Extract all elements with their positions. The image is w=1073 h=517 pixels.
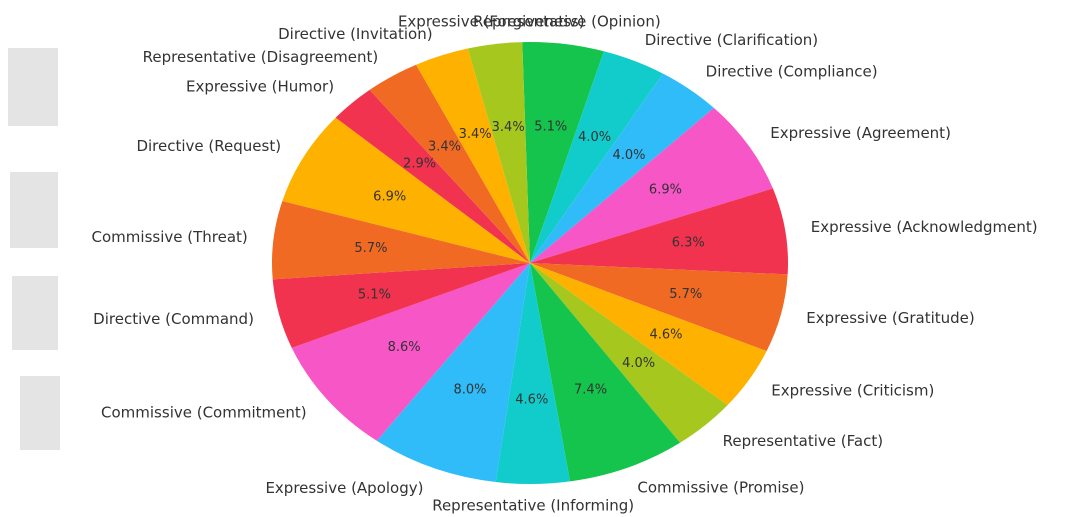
slice-label: Expressive (Humor) [186, 78, 334, 96]
pie-slice [530, 263, 728, 443]
slice-percent: 8.0% [453, 383, 486, 398]
slice-percent: 4.0% [578, 130, 611, 145]
slice-percent: 4.0% [622, 356, 655, 371]
slice-percent: 7.4% [574, 382, 607, 397]
slice-percent: 5.7% [354, 241, 387, 256]
pie-slice [530, 188, 788, 275]
slice-label: Directive (Command) [93, 310, 254, 328]
slice-label: Representative (Fact) [723, 432, 883, 450]
pie-slice [530, 263, 788, 352]
slice-label: Expressive (Apology) [265, 479, 423, 497]
slice-label: Representative (Informing) [432, 497, 634, 515]
slice-label: Expressive (Gratitude) [806, 309, 975, 327]
slice-label: Expressive (Criticism) [771, 381, 934, 399]
pie-slice [530, 263, 767, 406]
placeholder-block [8, 48, 58, 126]
slice-percent: 4.6% [515, 393, 548, 408]
slice-label: Directive (Request) [136, 137, 281, 155]
slice-label: Directive (Compliance) [706, 63, 878, 81]
slice-label: Representative (Opinion) [473, 12, 661, 30]
slice-percent: 6.9% [649, 183, 682, 198]
pie-slice [416, 48, 530, 263]
pie-slice [530, 51, 664, 263]
slice-label: Commissive (Promise) [637, 479, 804, 497]
slice-percent: 3.4% [428, 140, 461, 155]
slice-percent: 4.6% [649, 328, 682, 343]
slice-percent: 3.4% [459, 127, 492, 142]
slice-percent: 5.1% [534, 120, 567, 135]
slice-percent: 8.6% [388, 340, 421, 355]
slice-percent: 2.9% [403, 156, 436, 171]
pie-slice [530, 263, 681, 482]
pie-slice [522, 42, 604, 263]
pie-slice [369, 64, 530, 263]
pie-slice [495, 263, 570, 484]
slice-label: Expressive (Acknowledgment) [811, 218, 1038, 236]
slice-percent: 3.4% [492, 120, 525, 135]
pie-slice [335, 89, 530, 264]
slice-percent: 5.7% [669, 287, 702, 302]
slice-label: Directive (Invitation) [278, 25, 432, 43]
slice-label: Representative (Disagreement) [143, 48, 379, 66]
pie-slice [530, 73, 714, 264]
slice-percent: 4.0% [612, 148, 645, 163]
slice-percent: 6.3% [672, 236, 705, 251]
pie-slice [272, 263, 530, 348]
slice-label: Directive (Clarification) [645, 31, 818, 49]
slice-label: Expressive (Forgiveness) [398, 13, 585, 31]
pie-slice [282, 117, 530, 263]
pie-slice [376, 263, 530, 483]
slice-label: Commissive (Threat) [92, 228, 248, 246]
pie-slice [530, 107, 773, 263]
pie-slice [272, 201, 530, 280]
slice-label: Expressive (Agreement) [770, 124, 951, 142]
slice-label: Commissive (Commitment) [101, 403, 307, 421]
placeholder-block [10, 172, 58, 248]
slice-percent: 6.9% [373, 190, 406, 205]
placeholder-block [12, 276, 58, 350]
placeholder-block [20, 376, 60, 450]
slice-percent: 5.1% [358, 287, 391, 302]
pie-slice [467, 42, 530, 263]
pie-slice [291, 263, 530, 441]
